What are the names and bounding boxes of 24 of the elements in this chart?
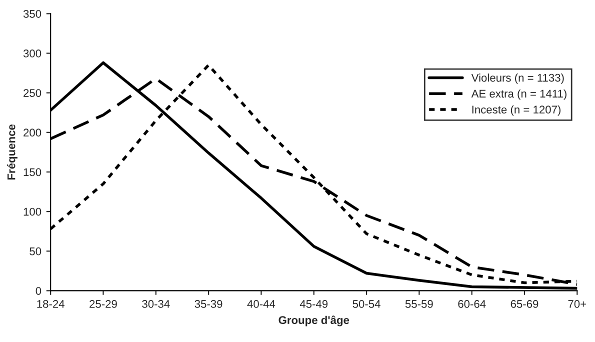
x-tick-label: 55-59 xyxy=(405,300,433,308)
x-tick-label: 30-34 xyxy=(142,300,170,308)
y-tick-label: 350 xyxy=(23,10,42,18)
x-tick-label: 45-49 xyxy=(300,300,328,308)
y-tick-label: 150 xyxy=(24,168,42,176)
x-tick-label: 50-54 xyxy=(352,300,380,308)
legend-label: Violeurs (n = 1133) xyxy=(471,74,564,84)
x-tick-label: 70+ xyxy=(568,300,586,308)
legend-label: Inceste (n = 1207) xyxy=(472,105,560,116)
x-tick-label: 18-24 xyxy=(37,300,64,308)
y-tick-label: 50 xyxy=(30,247,42,256)
y-tick-label: 250 xyxy=(24,89,42,97)
x-tick-label: 25-29 xyxy=(90,300,117,308)
x-tick-label: 40-44 xyxy=(247,300,276,308)
x-axis-title: Groupe d'âge xyxy=(278,316,350,326)
y-tick-label: 300 xyxy=(23,50,42,58)
y-axis-title: Fréquence xyxy=(7,124,18,180)
legend-label: AE extra (n = 1411) xyxy=(471,89,566,100)
y-tick-label: 100 xyxy=(24,208,42,216)
x-tick-label: 60-64 xyxy=(458,300,486,308)
x-tick-label: 35-39 xyxy=(194,300,222,308)
x-tick-label: 65-69 xyxy=(510,300,538,308)
y-tick-label: 200 xyxy=(24,128,42,137)
y-tick-label: 0 xyxy=(36,286,42,295)
